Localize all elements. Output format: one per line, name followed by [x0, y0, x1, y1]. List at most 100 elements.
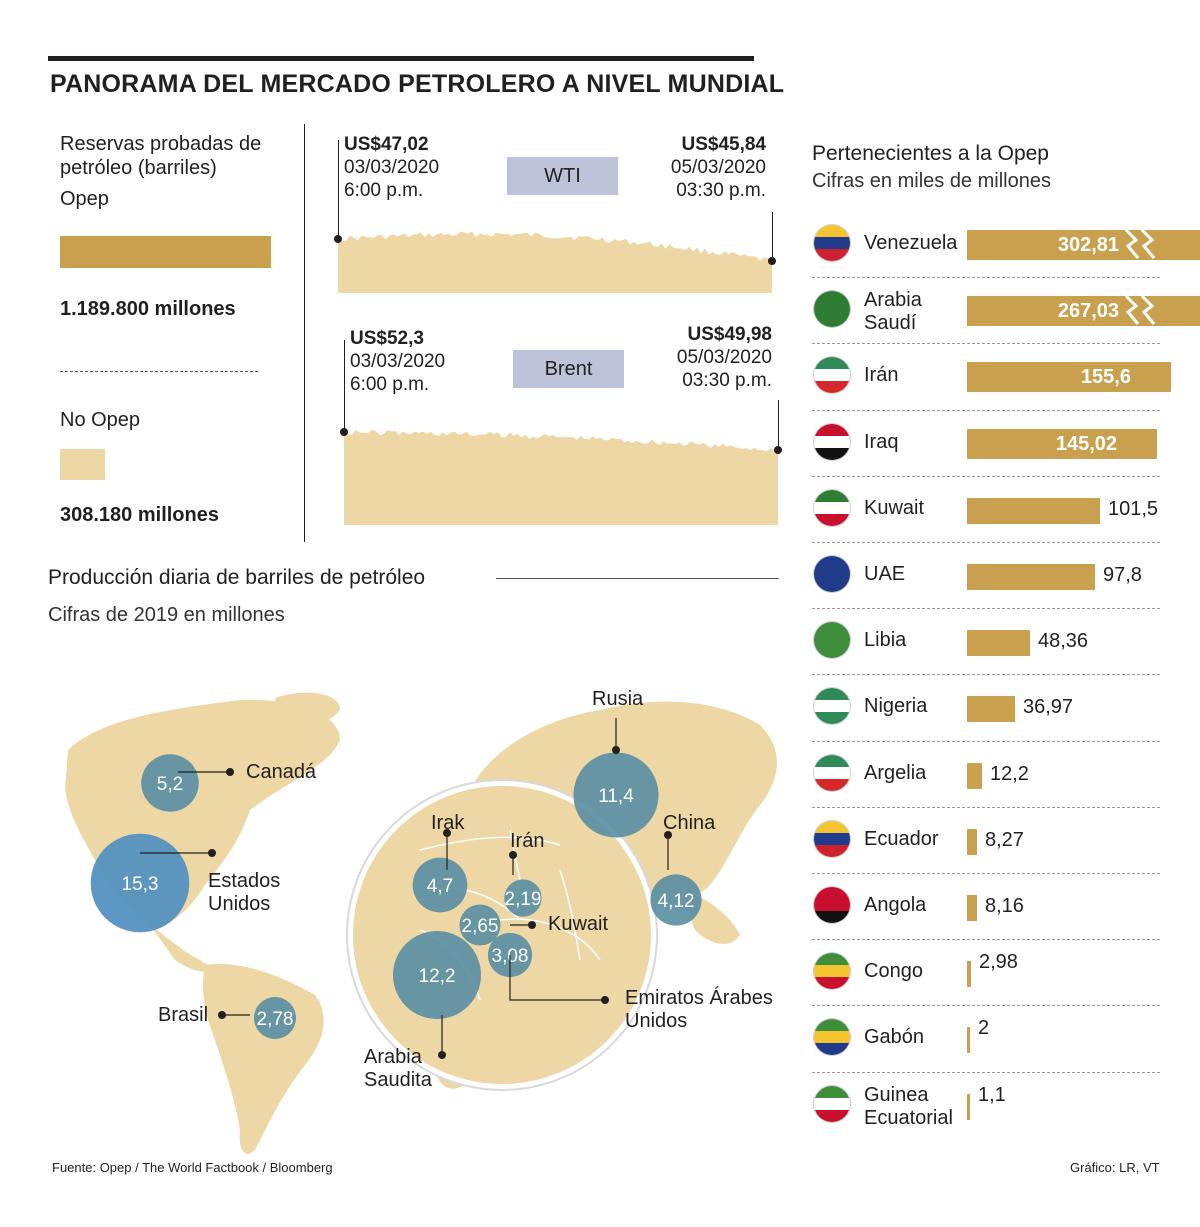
bubble-value: 11,4 — [598, 786, 634, 807]
reserve-value: 267,03 — [1057, 300, 1119, 323]
reserve-value: 1,1 — [978, 1083, 1006, 1106]
reserve-value: 101,5 — [1108, 497, 1159, 520]
opep-row: Libia 48,36 — [812, 620, 1200, 676]
brent-end-date: 05/03/2020 — [676, 347, 772, 368]
flag-icon — [814, 754, 850, 791]
country-name: Arabia Saudí — [864, 289, 922, 335]
row-divider — [812, 1005, 1160, 1007]
production-bubble — [392, 930, 482, 1020]
country-name: Libia — [864, 629, 907, 652]
reserve-value: 12,2 — [990, 762, 1029, 785]
map-label-rusia: Rusia — [592, 688, 644, 710]
brent-area — [344, 429, 778, 525]
opep-row: Angola 8,16 — [812, 885, 1200, 941]
opep-row: Guinea Ecuatorial 1,1 — [812, 1084, 1200, 1132]
wti-end-label: US$45,84 05/03/2020 03:30 p.m. — [640, 133, 766, 202]
bubble-value: 4,7 — [427, 876, 453, 897]
reserve-bar — [967, 230, 1200, 260]
axis-break-icon — [1124, 228, 1156, 259]
brent-end-price: US$49,98 — [687, 324, 772, 345]
map-label-brasil: Brasil — [158, 1004, 209, 1026]
row-divider — [812, 608, 1160, 610]
reserve-bar — [967, 828, 977, 855]
reserve-bar — [967, 296, 1200, 327]
reserve-bar — [967, 1027, 970, 1054]
flag-icon — [814, 688, 850, 725]
brent-start-time: 6:00 p.m. — [350, 374, 430, 395]
row-divider — [812, 740, 1160, 743]
brent-end-time: 03:30 p.m. — [682, 370, 772, 391]
opep-row: Venezuela 302,81 — [812, 223, 1200, 279]
production-bubble — [90, 833, 190, 933]
source-note: Fuente: Opep / The World Factbook / Bloo… — [52, 1160, 333, 1175]
flag-icon — [814, 357, 850, 394]
country-name: Irán — [864, 364, 899, 387]
wti-start-price: US$47,02 — [344, 134, 429, 155]
production-heading: Producción diaria de barriles de petróle… — [48, 566, 426, 589]
opep-reserve-bar — [60, 236, 271, 268]
noopep-reserve-value: 308.180 millones — [60, 504, 219, 526]
bubble-value: 5,2 — [157, 774, 183, 795]
reserve-bar — [967, 895, 977, 921]
flag-icon — [814, 423, 850, 460]
greenland-shape — [275, 692, 340, 725]
flag-icon — [814, 556, 850, 592]
reserve-bar — [967, 497, 1100, 524]
reserve-bar — [967, 762, 982, 789]
wti-end-price: US$45,84 — [681, 134, 766, 155]
reserves-divider — [60, 371, 258, 372]
opep-row: Arabia Saudí 267,03 — [812, 289, 1200, 345]
reserve-value: 2 — [978, 1017, 990, 1040]
wti-end-leader — [772, 212, 773, 260]
brent-tag: Brent — [513, 350, 624, 388]
wti-end-time: 03:30 p.m. — [676, 180, 766, 201]
reserve-value: 302,81 — [1057, 234, 1119, 256]
opep-row: Ecuador 8,27 — [812, 819, 1200, 874]
row-divider — [812, 674, 1160, 676]
reserve-value: 2,98 — [979, 951, 1018, 974]
country-name: Gabón — [864, 1026, 925, 1049]
brent-start-leader — [344, 340, 345, 432]
south-america-shape — [203, 964, 324, 1154]
axis-break-icon — [1124, 295, 1156, 326]
row-divider — [812, 939, 1160, 941]
production-bubble — [253, 996, 297, 1040]
row-divider — [812, 806, 1160, 809]
row-divider — [812, 277, 1160, 279]
map-label-canada: Canadá — [246, 761, 317, 783]
country-name: Guinea Ecuatorial — [864, 1083, 953, 1129]
flag-icon — [814, 1085, 850, 1122]
bubble-value: 2,65 — [462, 916, 499, 937]
brent-start-label: US$52,3 03/03/2020 6:00 p.m. — [350, 327, 445, 396]
brent-end-leader — [778, 400, 779, 450]
map-leaders — [140, 718, 669, 1055]
country-name: UAE — [864, 563, 906, 585]
wti-start-point — [334, 235, 342, 243]
production-heading-rule — [496, 578, 779, 579]
country-name: Iraq — [864, 430, 899, 453]
noopep-reserve-bar — [60, 449, 105, 480]
middle-east-zoom-ring — [346, 779, 658, 1091]
bubble-value: 2,19 — [505, 889, 542, 910]
bubble-value: 12,2 — [419, 966, 456, 987]
reserve-bar — [967, 1093, 970, 1120]
opep-row: Kuwait 101,5 — [812, 488, 1200, 543]
production-bubble — [573, 752, 659, 838]
brent-area-chart — [340, 428, 782, 525]
row-divider — [812, 872, 1160, 875]
map-label-kuwait: Kuwait — [548, 913, 609, 935]
map-label-estados-unidos: Estados Unidos — [208, 870, 281, 915]
reserve-bar — [967, 564, 1095, 590]
reserve-value: 8,16 — [985, 895, 1024, 917]
reserve-value: 97,8 — [1103, 564, 1142, 586]
country-name: Argelia — [864, 761, 927, 784]
country-name: Kuwait — [864, 496, 925, 519]
country-name: Angola — [864, 894, 927, 916]
credit-note: Gráfico: LR, VT — [1070, 1160, 1160, 1175]
flag-icon — [814, 887, 850, 923]
row-divider — [812, 409, 1160, 412]
country-name: Congo — [864, 960, 923, 983]
row-divider — [812, 475, 1160, 478]
wti-start-leader — [338, 140, 339, 238]
